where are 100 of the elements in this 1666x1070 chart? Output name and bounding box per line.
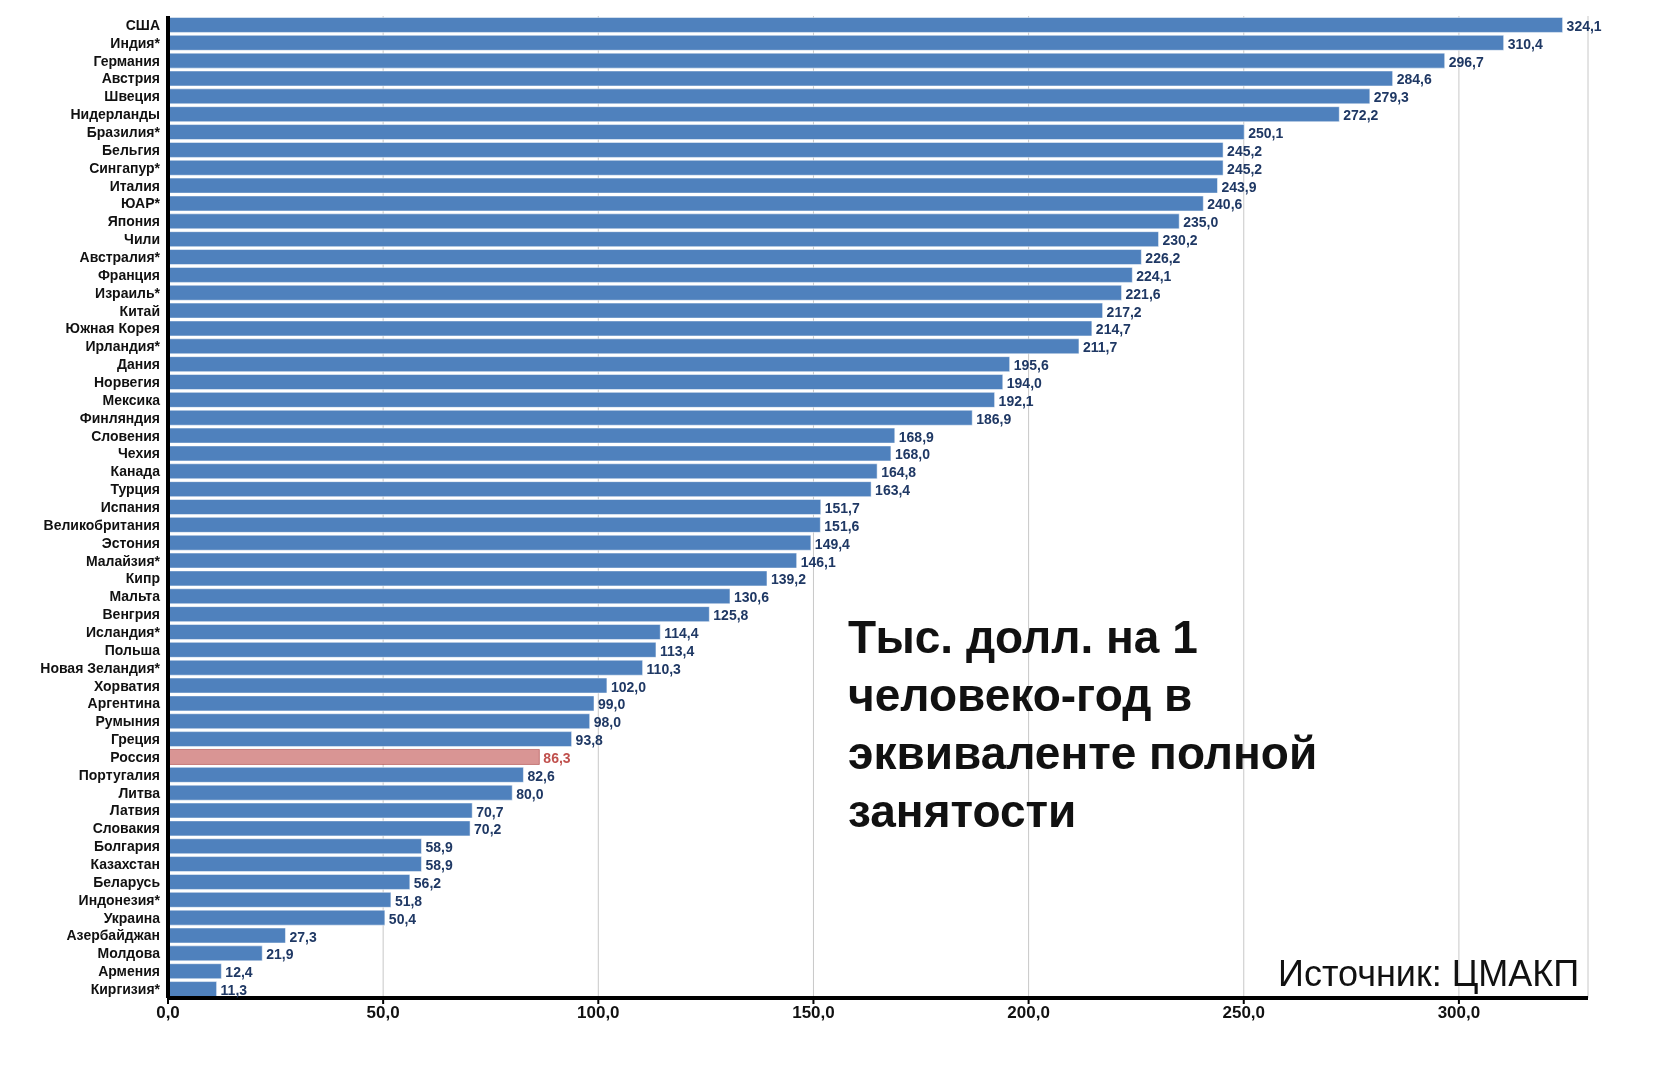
x-tick-label: 200,0 [1007, 1003, 1050, 1023]
y-tick-label: Армения [98, 963, 160, 980]
y-tick-label: Китай [119, 302, 160, 319]
y-tick-label: Чехия [118, 445, 160, 462]
bar [168, 17, 1563, 33]
y-tick-label: Бразилия* [86, 124, 161, 141]
y-tick-label: Румыния [95, 713, 160, 730]
data-label: 151,7 [824, 500, 861, 516]
y-tick-label: Индонезия* [78, 891, 161, 908]
data-label: 11,3 [220, 982, 248, 999]
y-tick-label: Украина [103, 909, 161, 926]
y-tick-label: Канада [110, 463, 161, 480]
bar [168, 267, 1133, 283]
y-tick-label: Киргизия* [90, 981, 161, 998]
y-tick-label: Новая Зеландия* [40, 659, 161, 676]
bar [168, 499, 822, 515]
y-tick-label: Мальта [109, 588, 161, 605]
bar [168, 124, 1245, 140]
data-label: 279,3 [1373, 89, 1410, 106]
data-label: 195,6 [1013, 357, 1049, 374]
bar [168, 981, 217, 997]
data-label: 296,7 [1448, 53, 1484, 70]
y-tick-label: Великобритания [43, 516, 160, 533]
data-label: 99,0 [598, 696, 626, 713]
data-label: 192,1 [998, 392, 1034, 409]
y-tick-label: Индия* [110, 34, 161, 51]
y-tick-label: Аргентина [87, 695, 161, 712]
y-tick-label: Беларусь [93, 873, 161, 890]
bar [168, 767, 524, 783]
y-tick-label: Португалия [78, 766, 160, 783]
x-tick-label: 100,0 [577, 1003, 620, 1023]
x-tick-label: 250,0 [1222, 1003, 1266, 1023]
x-tick-label: 50,0 [366, 1003, 400, 1023]
data-label: 130,6 [733, 589, 770, 606]
data-label: 151,6 [824, 517, 860, 534]
bar [168, 249, 1142, 265]
y-tick-label: Нидерланды [70, 106, 160, 123]
y-tick-label: Польша [104, 641, 161, 658]
bar [168, 856, 422, 872]
y-tick-label: Мексика [102, 391, 161, 408]
data-label: 194,0 [1006, 375, 1043, 392]
data-label: 240,6 [1207, 196, 1243, 213]
y-tick-label: Эстония [101, 534, 160, 551]
data-label: 226,2 [1145, 250, 1181, 267]
bar [168, 731, 572, 747]
y-tick-label: Кипр [125, 570, 160, 587]
data-label: 272,2 [1343, 107, 1379, 124]
data-label: 163,4 [875, 482, 911, 499]
y-tick-label: Словения [91, 427, 160, 444]
data-label: 245,2 [1227, 142, 1263, 159]
data-label: 58,9 [425, 839, 453, 856]
data-label: 56,2 [413, 874, 442, 891]
y-tick-label: Молдова [97, 945, 161, 962]
y-tick-label: США [125, 16, 160, 33]
bar [168, 517, 821, 533]
data-label: 93,8 [575, 732, 604, 749]
y-tick-label: Болгария [93, 838, 160, 855]
y-tick-label: Малайзия* [85, 552, 161, 569]
data-label: 139,2 [770, 571, 807, 588]
data-label: 98,0 [593, 714, 622, 731]
data-label: 80,0 [516, 785, 544, 802]
data-label: 235,0 [1183, 214, 1219, 231]
bar [168, 642, 657, 658]
data-label: 243,9 [1221, 178, 1257, 195]
bar [168, 356, 1010, 372]
y-tick-label: Греция [110, 731, 160, 748]
bar [168, 481, 872, 497]
data-label: 211,7 [1082, 339, 1118, 356]
bar [168, 374, 1004, 390]
bar [168, 624, 661, 640]
y-tick-label: Испания [100, 498, 160, 515]
bar [168, 142, 1224, 158]
data-label: 12,4 [225, 964, 253, 981]
y-tick-label: Бельгия [102, 141, 160, 158]
y-tick-label: ЮАР* [121, 195, 161, 212]
y-tick-label: Россия [110, 748, 160, 765]
y-tick-label: Франция [97, 266, 160, 283]
y-tick-label: Австрия [101, 70, 160, 87]
x-tick-label: 150,0 [792, 1003, 835, 1023]
bar [168, 606, 710, 622]
y-tick-label: Италия [109, 177, 160, 194]
y-tick-label: Исландия* [85, 623, 161, 640]
data-label: 221,6 [1125, 285, 1161, 302]
y-tick-label: Казахстан [90, 856, 160, 873]
data-label: 110,3 [646, 660, 682, 677]
data-label: 70,2 [474, 821, 502, 838]
data-label: 27,3 [289, 928, 317, 945]
x-tick-label: 0,0 [156, 1003, 180, 1023]
y-tick-label: Норвегия [93, 373, 160, 390]
data-label: 164,8 [881, 464, 917, 481]
bar [168, 749, 540, 765]
data-label: 113,4 [659, 642, 695, 659]
data-label: 324,1 [1566, 17, 1602, 34]
y-tick-label: Словакия [92, 820, 160, 837]
y-tick-label: Финляндия [79, 409, 160, 426]
x-tick-label: 300,0 [1437, 1003, 1481, 1023]
y-tick-label: Литва [118, 784, 161, 801]
bar [168, 106, 1340, 122]
bar [168, 231, 1159, 247]
data-label: 230,2 [1162, 232, 1198, 249]
